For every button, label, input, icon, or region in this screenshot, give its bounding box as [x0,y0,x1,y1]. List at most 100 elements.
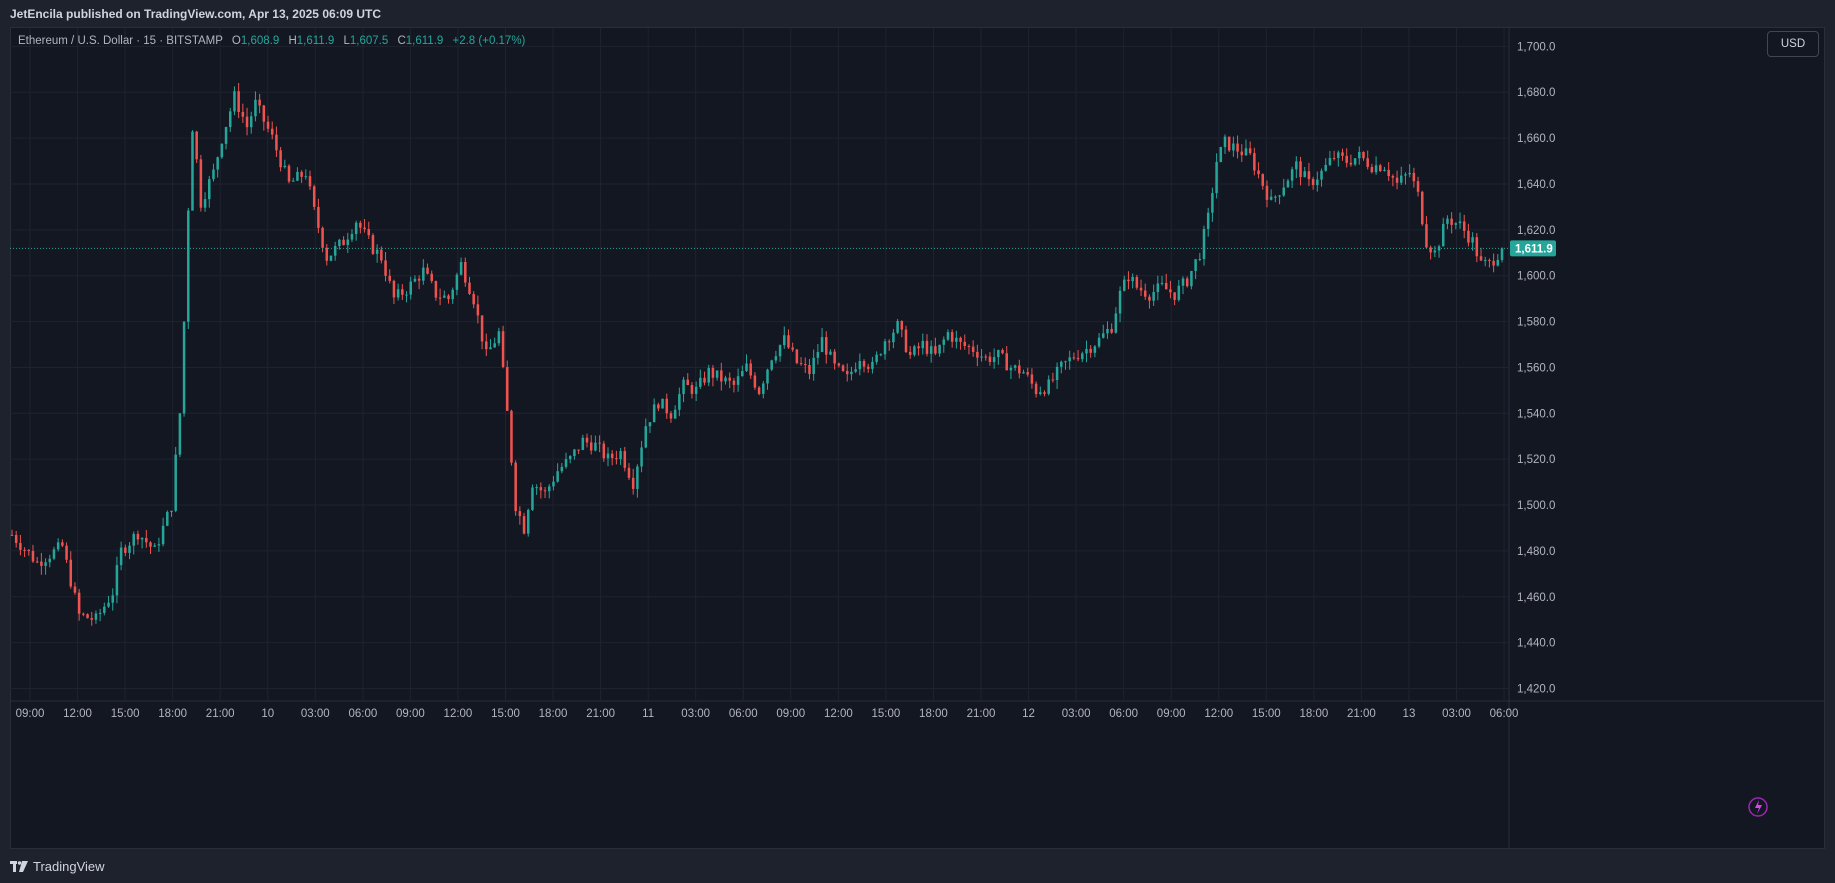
candle-body [854,369,857,372]
candle [1018,359,1021,379]
candle [1332,150,1336,161]
candle-body [19,542,22,550]
candle [1215,153,1218,199]
candle [883,338,887,360]
candle [338,238,341,250]
candle-body [48,558,52,563]
candle [166,510,169,527]
candle-body [270,128,274,135]
candle [585,433,589,448]
candle-body [858,361,862,370]
chart-area[interactable] [10,27,1825,849]
candle [862,359,866,373]
candle-body [1387,169,1390,177]
candle-body [166,511,169,526]
currency-button[interactable]: USD [1767,31,1819,57]
candle [1198,252,1202,262]
candle-body [1152,292,1155,301]
candle-body [787,335,790,348]
candle [1400,166,1403,186]
candle [686,373,690,386]
candle [518,506,522,525]
candle [1185,276,1189,288]
candle [1450,212,1453,234]
candle-body [1232,143,1235,151]
candle [296,167,299,182]
candle-body [829,351,832,355]
candle [216,156,219,178]
candle [908,346,912,359]
price-tick-label: 1,440.0 [1517,638,1555,650]
candle [61,539,64,548]
candle [896,319,899,335]
candle [1227,136,1231,152]
candle-body [1093,346,1097,353]
candle-body [833,351,836,364]
candle-body [1211,193,1214,213]
candle [1143,283,1147,300]
candle-body [1261,174,1265,186]
candle [233,86,236,116]
candle-body [950,332,954,342]
candle-body [220,143,224,158]
candle [464,257,467,287]
candle-body [396,289,400,298]
candle-body [1219,147,1223,163]
candle-body [443,295,446,298]
candle-body [1240,151,1244,156]
lightning-icon[interactable] [1748,797,1768,817]
candle [31,544,35,563]
candle-body [1164,282,1168,290]
candle [1429,245,1432,260]
tradingview-logo[interactable]: TradingView [10,859,105,874]
candle-body [329,255,333,261]
candle [791,342,794,352]
footer-bar: TradingView [0,849,1835,883]
candle [501,325,505,369]
candle [363,218,366,233]
candle [90,611,94,626]
candle [195,130,198,164]
candle-body [1496,259,1500,266]
candle-body [388,275,392,281]
candle [564,452,568,469]
candle-body [1433,250,1437,253]
candle [312,184,316,211]
candle-body [652,404,656,423]
candle-body [145,537,148,543]
candle-body [422,267,425,281]
candle [804,357,807,373]
candle-body [741,370,744,377]
candle [1395,170,1399,190]
candle [988,352,992,366]
candle [73,582,77,595]
candle-body [715,370,719,378]
candle-body [216,157,219,170]
candle-body [850,371,853,375]
candle [279,146,282,172]
candle-body [510,410,513,463]
candle-body [1009,367,1013,371]
candle [212,163,215,182]
candle [438,288,442,306]
candle [875,351,878,365]
candle [258,93,261,114]
symbol-title[interactable]: Ethereum / U.S. Dollar · 15 · BITSTAMP [18,35,223,47]
candle-body [648,422,652,427]
candle [627,463,631,481]
candle-body [1316,179,1319,186]
candle-body [363,227,366,230]
candle [220,143,224,159]
candle-body [321,227,324,248]
price-tick-label: 1,480.0 [1517,546,1555,558]
price-tick-label: 1,500.0 [1517,500,1555,512]
candle [65,542,68,563]
time-tick-label: 03:00 [1442,708,1471,720]
candle [694,381,698,402]
candle [971,340,975,357]
candle [275,126,278,157]
candle [371,233,375,256]
open-value: 1,608.9 [240,35,280,47]
candle-body [736,376,740,385]
